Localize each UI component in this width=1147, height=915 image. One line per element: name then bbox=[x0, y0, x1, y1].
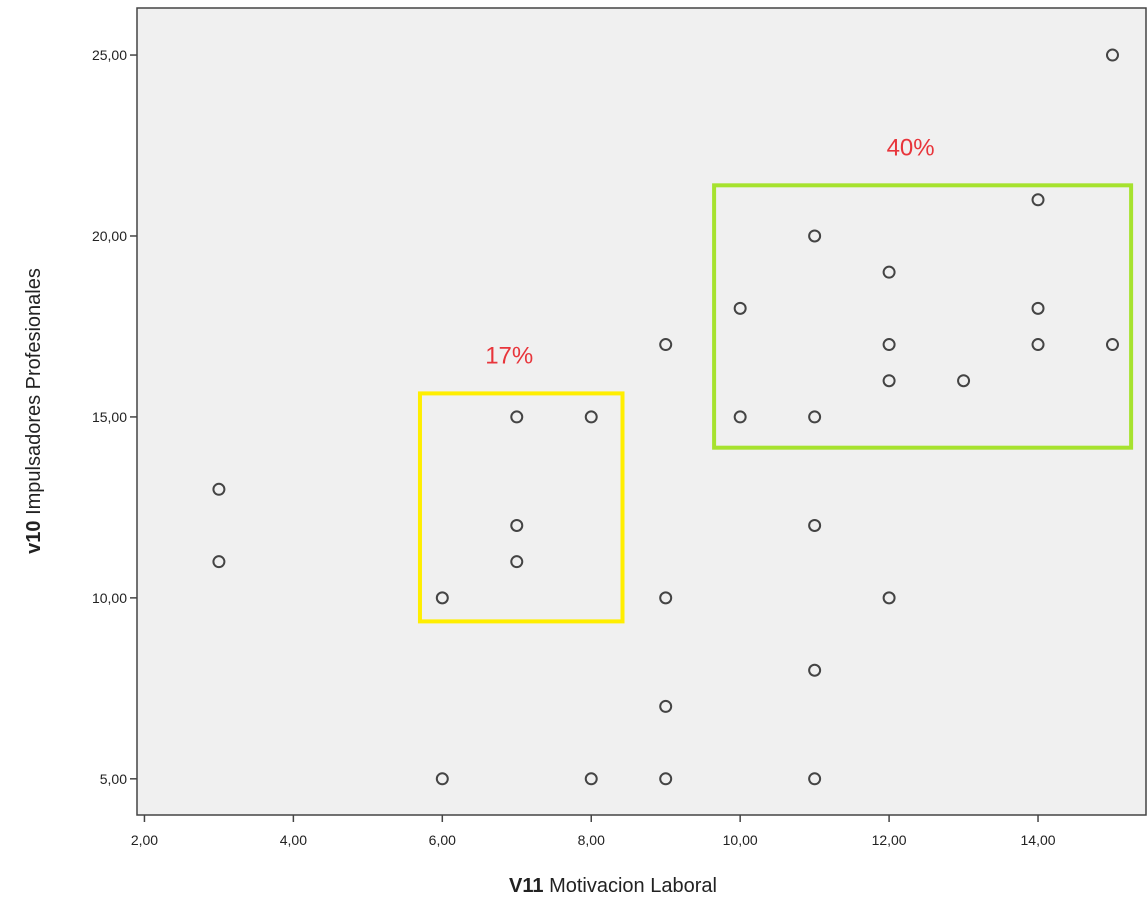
x-axis-label-name: Motivacion Laboral bbox=[544, 875, 717, 897]
highlight-regions: 17% 40% bbox=[417, 134, 1134, 624]
data-point bbox=[510, 518, 524, 532]
plot-area bbox=[137, 8, 1146, 815]
x-tick-label: 4,00 bbox=[280, 832, 307, 848]
x-tick-label: 14,00 bbox=[1021, 832, 1056, 848]
y-axis-ticks: 5,00 10,00 15,00 20,00 25,00 bbox=[92, 47, 137, 787]
y-axis-label: v10 Impulsadores Profesionales bbox=[23, 268, 45, 554]
x-tick-label: 6,00 bbox=[429, 832, 456, 848]
data-point bbox=[212, 482, 226, 496]
data-point bbox=[882, 374, 896, 388]
data-point bbox=[882, 265, 896, 279]
data-point bbox=[957, 374, 971, 388]
data-point bbox=[882, 338, 896, 352]
y-axis-label-code: v10 bbox=[23, 520, 45, 553]
data-points bbox=[212, 48, 1119, 786]
green-region-label: 40% bbox=[887, 134, 935, 161]
data-point bbox=[808, 410, 822, 424]
data-point bbox=[733, 410, 747, 424]
data-point bbox=[659, 772, 673, 786]
data-point bbox=[435, 591, 449, 605]
data-point bbox=[435, 772, 449, 786]
y-tick-label: 25,00 bbox=[92, 47, 127, 63]
x-axis-ticks: 2,00 4,00 6,00 8,00 10,00 12,00 14,00 bbox=[131, 815, 1056, 848]
data-point bbox=[659, 699, 673, 713]
data-point bbox=[1031, 301, 1045, 315]
x-tick-label: 12,00 bbox=[872, 832, 907, 848]
x-tick-label: 8,00 bbox=[578, 832, 605, 848]
data-point bbox=[659, 338, 673, 352]
x-axis-label: V11 Motivacion Laboral bbox=[509, 875, 717, 897]
data-point bbox=[510, 410, 524, 424]
data-point bbox=[584, 410, 598, 424]
y-tick-label: 5,00 bbox=[100, 771, 127, 787]
data-point bbox=[733, 301, 747, 315]
plot-frame bbox=[136, 7, 1147, 816]
data-point bbox=[1105, 48, 1119, 62]
data-point bbox=[1031, 193, 1045, 207]
y-axis-label-name: Impulsadores Profesionales bbox=[23, 268, 45, 520]
yellow-region-label: 17% bbox=[485, 342, 533, 369]
data-point bbox=[808, 518, 822, 532]
data-point bbox=[1105, 338, 1119, 352]
data-point bbox=[808, 229, 822, 243]
data-point bbox=[808, 663, 822, 677]
x-axis-label-code: V11 bbox=[509, 875, 543, 897]
x-tick-label: 10,00 bbox=[723, 832, 758, 848]
data-point bbox=[584, 772, 598, 786]
data-point bbox=[1031, 338, 1045, 352]
green-region bbox=[712, 183, 1134, 450]
data-point bbox=[808, 772, 822, 786]
data-point bbox=[510, 555, 524, 569]
x-tick-label: 2,00 bbox=[131, 832, 158, 848]
y-tick-label: 10,00 bbox=[92, 590, 127, 606]
y-tick-label: 15,00 bbox=[92, 409, 127, 425]
data-point bbox=[212, 555, 226, 569]
data-point bbox=[882, 591, 896, 605]
yellow-region bbox=[417, 391, 625, 624]
y-tick-label: 20,00 bbox=[92, 228, 127, 244]
data-point bbox=[659, 591, 673, 605]
